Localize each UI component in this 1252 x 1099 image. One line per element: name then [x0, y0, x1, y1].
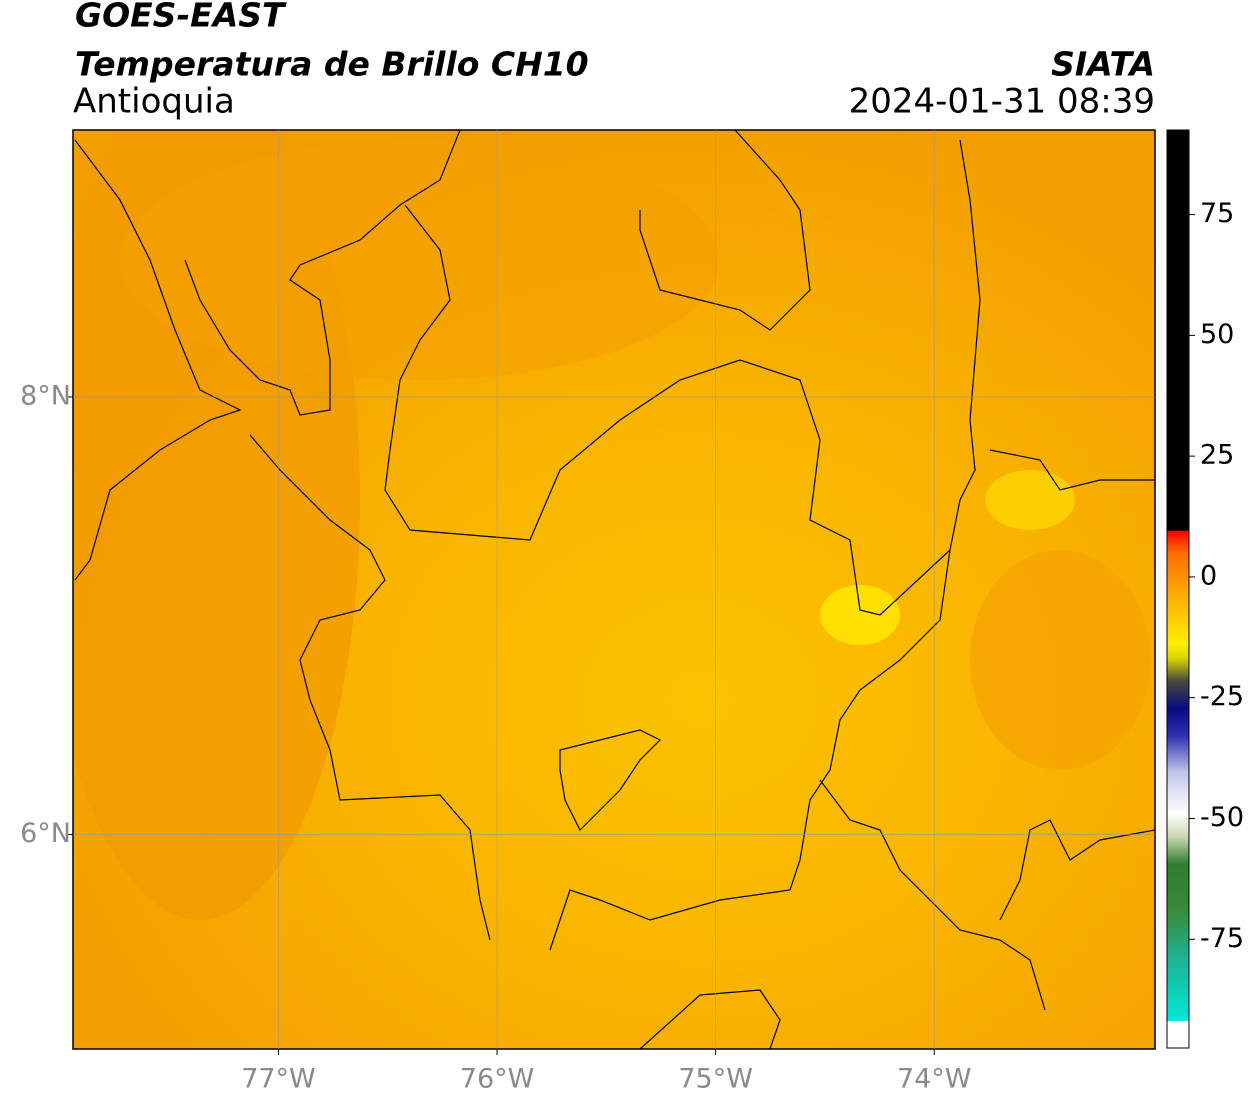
colorbar-label: 25: [1200, 440, 1234, 471]
subtitle: Temperatura de Brillo CH10: [75, 45, 589, 84]
title: GOES-EAST: [75, 0, 287, 35]
colorbar-label: 50: [1200, 319, 1234, 350]
colorbar: [1166, 129, 1190, 1049]
y-tick-label: 8°N: [20, 380, 71, 411]
colorbar-label: -75: [1200, 923, 1244, 954]
map-image: [73, 130, 1155, 1049]
warm-area: [970, 550, 1150, 770]
map-frame: [72, 129, 1156, 1050]
x-tick-label: 76°W: [460, 1064, 535, 1095]
x-tick-label: 74°W: [897, 1064, 972, 1095]
datetime: 2024-01-31 08:39: [849, 82, 1155, 122]
colorbar-label: -50: [1200, 802, 1244, 833]
colorbar-label: 75: [1200, 198, 1234, 229]
cold-spot: [820, 585, 900, 645]
warm-area: [120, 140, 720, 380]
boundaries: [74, 130, 1155, 1049]
x-tick-label: 75°W: [678, 1064, 753, 1095]
colorbar-label: -25: [1200, 681, 1244, 712]
cold-spot: [985, 470, 1075, 530]
x-tick-label: 77°W: [241, 1064, 316, 1095]
region: Antioquia: [73, 82, 235, 122]
source: SIATA: [1051, 45, 1155, 84]
y-tick-label: 6°N: [20, 818, 71, 849]
colorbar-label: 0: [1200, 560, 1217, 591]
